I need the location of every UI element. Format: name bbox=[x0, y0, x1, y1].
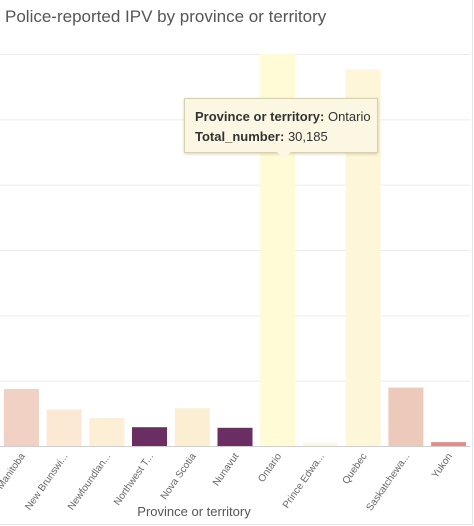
tooltip-field1-value: Ontario bbox=[327, 109, 371, 124]
x-tick-label: Nunavut bbox=[211, 451, 242, 488]
x-tick-label: Saskatchewa... bbox=[364, 451, 412, 513]
bars bbox=[3, 54, 467, 447]
grid-lines bbox=[0, 54, 470, 382]
tooltip-pointer bbox=[277, 152, 291, 159]
x-tick-label: Manitoba bbox=[0, 451, 28, 491]
x-tick-label: Quebec bbox=[341, 451, 370, 486]
tooltip-field1-label: Province or territory: bbox=[195, 109, 325, 124]
tooltip-field2-value: 30,185 bbox=[287, 129, 328, 144]
x-tick-label: Nova Scotia bbox=[159, 451, 199, 502]
bar-new-brunswi[interactable] bbox=[46, 409, 82, 446]
bar-nova-scotia[interactable] bbox=[174, 408, 210, 446]
x-axis-title: Province or territory bbox=[137, 504, 251, 519]
tooltip-field2-label: Total_number: bbox=[195, 129, 285, 144]
bar-manitoba[interactable] bbox=[3, 388, 39, 446]
bar-newfoundlan[interactable] bbox=[89, 418, 125, 446]
tooltip: Province or territory: Ontario Total_num… bbox=[184, 98, 378, 153]
bar-saskatchewa[interactable] bbox=[388, 387, 424, 446]
x-tick-label: Prince Edwa... bbox=[281, 451, 327, 510]
x-tick-label: Ontario bbox=[256, 451, 284, 485]
bar-yukon[interactable] bbox=[431, 442, 467, 446]
bar-northwest-t[interactable] bbox=[132, 427, 167, 446]
x-tick-label: Northwest T... bbox=[112, 451, 156, 507]
x-tick-label: New Brunswi... bbox=[23, 451, 70, 512]
bar-nunavut[interactable] bbox=[217, 427, 253, 446]
bar-prince-edwa[interactable] bbox=[303, 442, 338, 446]
x-tick-label: Newfoundlan... bbox=[66, 451, 113, 512]
chart-title: Police-reported IPV by province or terri… bbox=[5, 7, 327, 26]
x-tick-label: Yukon bbox=[430, 451, 455, 480]
